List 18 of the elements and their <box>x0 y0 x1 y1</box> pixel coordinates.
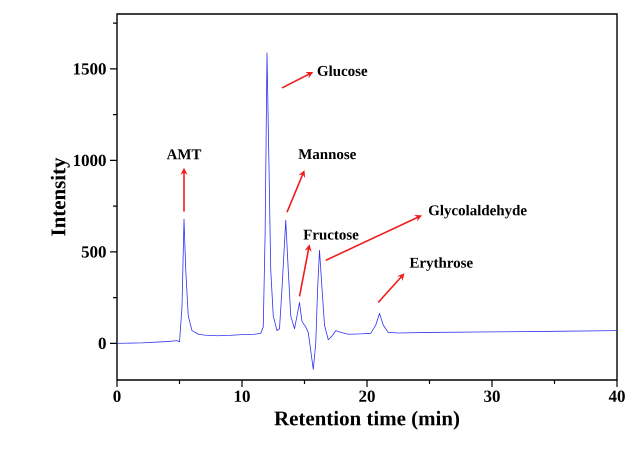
y-tick-label: 500 <box>82 246 106 258</box>
line-series <box>117 52 618 370</box>
annotation: Glycolaldehyde <box>428 204 527 218</box>
annotation: Mannose <box>298 149 356 160</box>
y-tick-label: 0 <box>98 338 106 350</box>
annotation: Glucose <box>318 65 368 76</box>
x-tick-label: 40 <box>608 390 625 402</box>
annotation: Fructose <box>303 230 358 240</box>
y-tick-label: 1000 <box>74 154 106 166</box>
x-axis-title: Retention time (min) <box>274 410 460 430</box>
x-tick-label: 10 <box>234 390 250 402</box>
annotation: Erythrose <box>410 257 473 271</box>
annotation: AMT <box>166 149 202 160</box>
x-tick-label: 20 <box>359 390 375 402</box>
x-tick-label: 0 <box>113 390 121 402</box>
x-tick-label: 30 <box>484 390 500 402</box>
y-tick-label: 1500 <box>74 63 106 75</box>
y-axis-title: Intensity <box>50 158 70 236</box>
